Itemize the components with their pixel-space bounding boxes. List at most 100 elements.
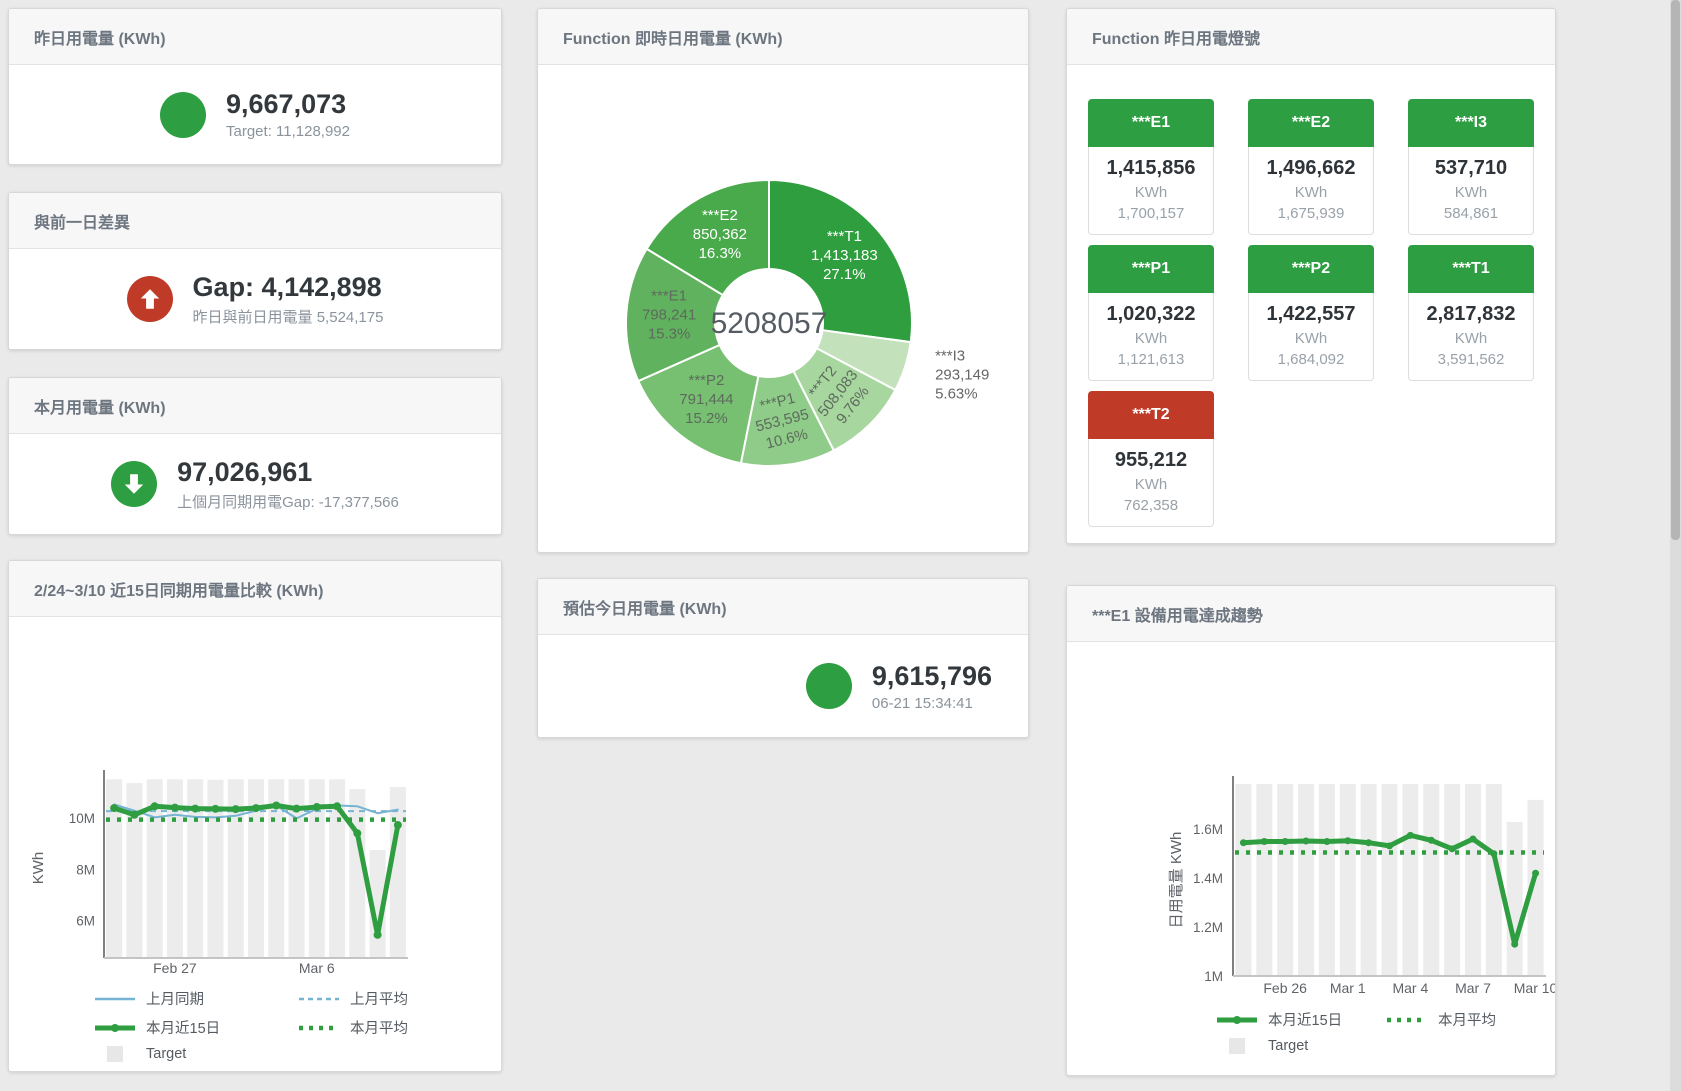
pie-slice-label: ***E2 850,362 16.3%: [693, 207, 747, 262]
target-bar: [1464, 784, 1481, 976]
series-marker: [252, 804, 260, 813]
trend-line-chart: 1M 1.2M 1.4M 1.6M 日用電量 KWh Feb 26 Mar 1 Mar 4 Ma…: [1168, 776, 1555, 996]
target-bar: [1381, 784, 1398, 976]
tile-subvalue: 1,684,092: [1277, 351, 1345, 368]
legend-swatch-icon: [93, 1021, 137, 1035]
legend-item[interactable]: 本月平均: [1385, 1009, 1555, 1030]
x-tick-label: Feb 26: [1263, 980, 1307, 996]
legend-label: Target: [1268, 1038, 1309, 1054]
legend-label: Target: [146, 1046, 187, 1062]
panel-title: Function 即時日用電量 (KWh): [538, 9, 1028, 65]
target-bar: [207, 779, 224, 958]
target-bar: [1298, 784, 1315, 976]
scrollbar[interactable]: [1670, 0, 1681, 1091]
y-tick-label: 8M: [76, 862, 95, 877]
scrollbar-thumb[interactable]: [1671, 0, 1680, 540]
tile-header: ***P2: [1248, 245, 1374, 293]
series-marker: [1406, 831, 1414, 839]
tile-unit: KWh: [1294, 330, 1328, 347]
series-marker: [170, 803, 179, 812]
series-marker: [1511, 940, 1519, 948]
device-tile[interactable]: ***T1 2,817,832 KWh 3,591,562: [1408, 245, 1534, 381]
tile-subvalue: 1,700,157: [1117, 205, 1185, 222]
donut-center-value: 5208057: [711, 307, 828, 340]
panel-gap-vs-previous-day: 與前一日差異 Gap: 4,142,898 昨日與前日用電量 5,524,175: [8, 192, 502, 350]
arrow-down-circle-icon: [111, 461, 158, 507]
series-marker: [1448, 845, 1456, 853]
x-tick-label: Mar 10: [1514, 980, 1555, 996]
target-bar: [1485, 784, 1502, 976]
pie-slice-label: ***I3 293,149 5.63%: [935, 347, 989, 402]
device-tile[interactable]: ***I3 537,710 KWh 584,861: [1408, 99, 1534, 235]
pie-slice[interactable]: [625, 247, 772, 383]
legend-item[interactable]: 上月平均: [297, 988, 501, 1009]
tile-unit: KWh: [1294, 184, 1328, 201]
legend-item[interactable]: 本月平均: [297, 1017, 501, 1038]
tile-value: 1,422,557: [1266, 303, 1356, 325]
target-bar: [248, 779, 264, 958]
panel-title: 本月用電量 (KWh): [9, 378, 501, 434]
device-tile[interactable]: ***P2 1,422,557 KWh 1,684,092: [1248, 245, 1374, 381]
legend-item[interactable]: 本月近15日: [1215, 1009, 1385, 1030]
device-tile[interactable]: ***E1 1,415,856 KWh 1,700,157: [1088, 99, 1214, 235]
tile-body: 1,422,557 KWh 1,684,092: [1248, 293, 1374, 381]
series-marker: [1239, 839, 1247, 847]
series-marker: [1490, 850, 1498, 858]
series-marker: [1302, 837, 1310, 845]
compare-line-chart: 6M 8M 10M KWh Feb 27 Mar 6: [30, 770, 408, 976]
tile-unit: KWh: [1134, 330, 1168, 347]
panel-title: Function 昨日用電燈號: [1067, 9, 1555, 65]
legend-item[interactable]: 上月同期: [93, 988, 297, 1009]
target-bar: [1256, 784, 1273, 976]
chart-legend: 本月近15日 本月平均 Target: [1215, 1009, 1555, 1054]
device-tile[interactable]: ***P1 1,020,322 KWh 1,121,613: [1088, 245, 1214, 381]
y-tick-label: 6M: [76, 914, 95, 929]
series-marker: [211, 804, 220, 813]
tile-header: ***T2: [1088, 391, 1214, 439]
target-bar: [268, 779, 285, 958]
panel-e1-trend-chart: ***E1 設備用電達成趨勢 1M 1.2M 1.4M 1.6M 日用電量 KWh Feb…: [1066, 585, 1556, 1076]
tile-body: 1,415,856 KWh 1,700,157: [1088, 147, 1214, 235]
panel-15day-compare-chart: 2/24~3/10 近15日同期用電量比較 (KWh) 6M 8M 10M KWh Fe…: [8, 560, 502, 1072]
series-marker: [1323, 837, 1331, 845]
target-bar: [1402, 784, 1419, 976]
legend-item[interactable]: Target: [1215, 1038, 1423, 1054]
series-marker: [1344, 837, 1352, 845]
stat-value: Gap: 4,142,898: [192, 271, 382, 302]
x-tick-label: Mar 6: [299, 960, 335, 975]
tile-value: 1,496,662: [1266, 157, 1356, 179]
y-tick-label: 1.6M: [1193, 822, 1223, 837]
tile-subvalue: 3,591,562: [1437, 351, 1505, 368]
tile-unit: KWh: [1134, 184, 1168, 201]
tile-body: 537,710 KWh 584,861: [1408, 147, 1534, 235]
target-bar: [1339, 784, 1356, 976]
legend-item[interactable]: 本月近15日: [93, 1017, 297, 1038]
legend-label: 本月近15日: [1268, 1013, 1343, 1029]
pie-slice-label: ***T1 1,413,183 27.1%: [811, 228, 878, 283]
tile-unit: KWh: [1454, 184, 1488, 201]
legend-swatch-icon: [1215, 1013, 1259, 1027]
target-bar: [166, 779, 183, 958]
y-tick-label: 1.2M: [1193, 920, 1223, 935]
legend-swatch-icon: [297, 1021, 341, 1035]
panel-yesterday-usage: 昨日用電量 (KWh) 9,667,073 Target: 11,128,992: [8, 8, 502, 165]
series-marker: [231, 805, 240, 814]
tile-subvalue: 584,861: [1443, 205, 1499, 222]
stat-value: 9,615,796: [871, 660, 992, 691]
device-tile[interactable]: ***T2 955,212 KWh 762,358: [1088, 391, 1214, 527]
target-bar: [1318, 784, 1335, 976]
y-tick-label: 10M: [69, 811, 95, 826]
stat-subtext: 上個月同期用電Gap: -17,377,566: [177, 493, 399, 511]
donut-hole: [714, 268, 824, 378]
panel-title: ***E1 設備用電達成趨勢: [1067, 586, 1555, 642]
tile-subvalue: 762,358: [1123, 497, 1179, 514]
target-bar: [329, 779, 346, 958]
y-tick-label: 1.4M: [1193, 871, 1223, 886]
series-marker: [1281, 837, 1289, 845]
panel-month-usage: 本月用電量 (KWh) 97,026,961 上個月同期用電Gap: -17,3…: [8, 377, 502, 535]
legend-item[interactable]: Target: [93, 1046, 301, 1062]
target-bar: [227, 779, 244, 958]
status-circle-icon: [805, 663, 852, 709]
device-tile[interactable]: ***E2 1,496,662 KWh 1,675,939: [1248, 99, 1374, 235]
panel-title: 昨日用電量 (KWh): [9, 9, 501, 65]
